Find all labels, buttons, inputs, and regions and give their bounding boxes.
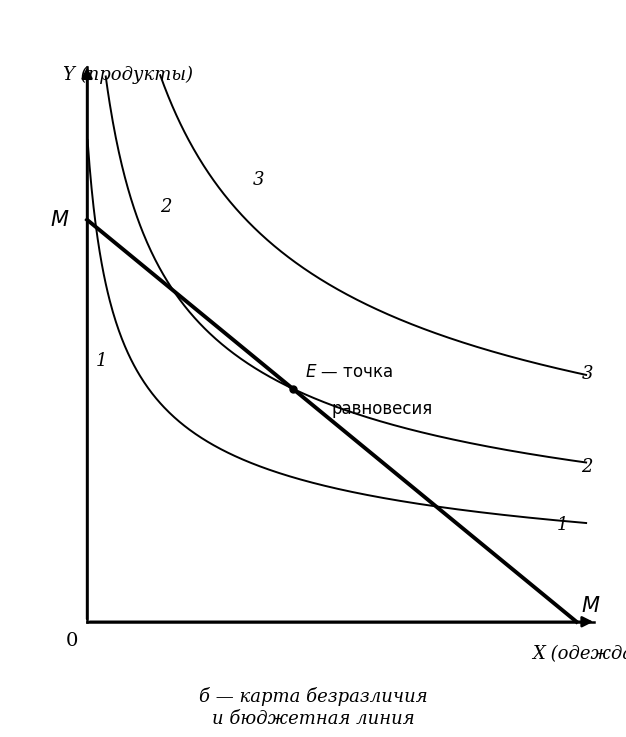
Text: 3: 3 bbox=[582, 365, 593, 383]
Text: $\mathit{E}$ — точка: $\mathit{E}$ — точка bbox=[305, 363, 393, 380]
Text: равновесия: равновесия bbox=[332, 400, 433, 418]
Text: Y (продукты): Y (продукты) bbox=[63, 66, 193, 84]
Text: 1: 1 bbox=[96, 352, 108, 370]
Text: $\mathbf{\mathit{M}}$: $\mathbf{\mathit{M}}$ bbox=[51, 210, 70, 230]
Text: $\mathbf{\mathit{M}}$: $\mathbf{\mathit{M}}$ bbox=[582, 595, 601, 615]
Text: 1: 1 bbox=[557, 517, 568, 534]
Text: б — карта безразличия: б — карта безразличия bbox=[198, 687, 428, 706]
Text: X (одежда): X (одежда) bbox=[532, 645, 626, 663]
Text: и бюджетная линия: и бюджетная линия bbox=[212, 710, 414, 727]
Text: 0: 0 bbox=[66, 632, 79, 649]
Text: 2: 2 bbox=[160, 198, 171, 217]
Text: 2: 2 bbox=[582, 458, 593, 476]
Text: 3: 3 bbox=[253, 170, 264, 189]
